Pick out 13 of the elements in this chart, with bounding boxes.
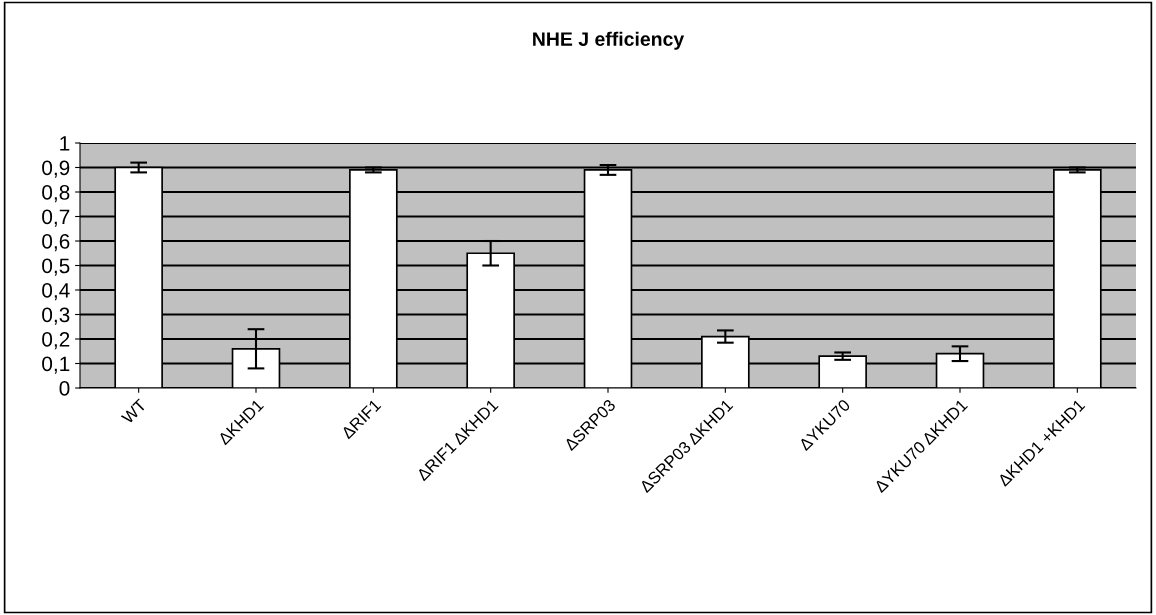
- y-tick-label: 0,3: [42, 307, 70, 325]
- y-tick-label: 0,2: [42, 332, 70, 350]
- y-tick-label: 0,5: [42, 258, 70, 276]
- y-tick-label: 1: [60, 136, 70, 151]
- y-tick-label: 0,1: [42, 356, 70, 374]
- y-tick-label: 0,7: [42, 209, 70, 227]
- y-tick-label: 0: [59, 381, 70, 396]
- y-tick-label: 0,6: [42, 234, 70, 252]
- x-tick-label: WT: [120, 398, 147, 425]
- y-tick-label: 0,8: [42, 185, 70, 203]
- chart-title: NHE J efficiency: [533, 31, 685, 50]
- y-tick-label: 0,4: [42, 283, 70, 301]
- y-tick-label: 0,9: [42, 160, 70, 178]
